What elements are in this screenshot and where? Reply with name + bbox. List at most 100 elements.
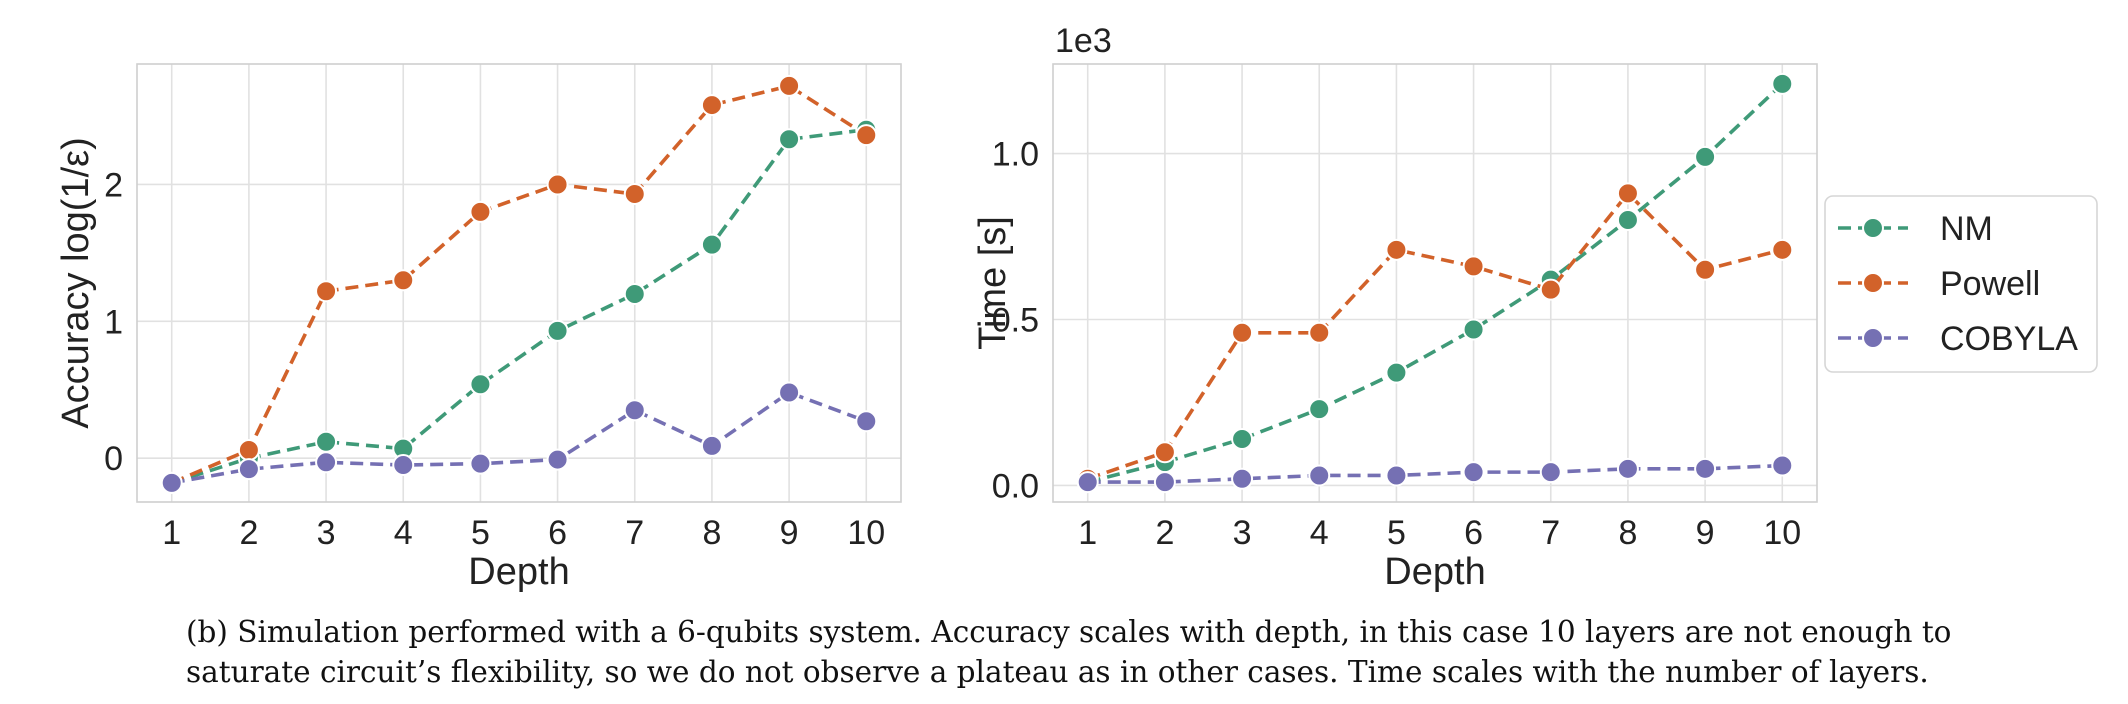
data-point-cobyla [392, 454, 415, 477]
x-tick-label: 5 [1387, 514, 1406, 552]
data-point-powell [623, 183, 646, 206]
caption-line-2: saturate circuit’s flexibility, so we do… [186, 655, 1929, 689]
data-point-cobyla [160, 471, 183, 494]
data-point-powell [700, 94, 723, 117]
data-point-cobyla [1616, 457, 1639, 480]
data-point-cobyla [237, 458, 260, 481]
series-line-powell [1087, 190, 1783, 481]
x-tick-label: 7 [625, 514, 644, 552]
y-tick-label: 0 [104, 440, 123, 478]
data-point-cobyla [1771, 454, 1794, 477]
data-point-nm [1231, 427, 1254, 450]
y-tick-label: 0.5 [992, 302, 1039, 340]
plot-frame [136, 63, 902, 503]
x-tick-label: 10 [1763, 514, 1801, 552]
data-point-powell [1616, 182, 1639, 205]
x-axis-label: Depth [1384, 551, 1485, 593]
data-point-nm [1771, 72, 1794, 95]
data-point-nm [1694, 145, 1717, 168]
data-point-nm [1308, 398, 1331, 421]
y-tick-label: 0.0 [992, 467, 1039, 505]
y-tick-label: 2 [104, 166, 123, 204]
data-point-cobyla [546, 448, 569, 471]
data-point-nm [546, 319, 569, 342]
x-axis-label: Depth [468, 551, 569, 593]
y-axis-label: Accuracy log(1/ε) [55, 137, 97, 428]
x-tick-label: 6 [1464, 514, 1483, 552]
data-point-cobyla [1539, 461, 1562, 484]
x-tick-label: 1 [1078, 514, 1097, 552]
data-point-nm [315, 430, 338, 453]
x-tick-label: 4 [394, 514, 413, 552]
figure-caption: (b) Simulation performed with a 6-qubits… [186, 612, 2026, 692]
data-point-cobyla [1462, 461, 1485, 484]
data-point-cobyla [700, 434, 723, 457]
data-point-powell [315, 280, 338, 303]
axis-offset-label: 1e3 [1055, 22, 1112, 60]
series-line-powell [171, 83, 868, 485]
legend-box [1824, 195, 2098, 373]
x-tick-label: 10 [847, 514, 885, 552]
series-line-cobyla [171, 390, 867, 485]
data-point-cobyla [1694, 457, 1717, 480]
data-point-cobyla [623, 399, 646, 422]
data-point-cobyla [1076, 471, 1099, 494]
x-tick-label: 8 [1618, 514, 1637, 552]
data-point-cobyla [855, 410, 878, 433]
x-tick-label: 1 [162, 514, 181, 552]
chart-panel-2: 1 2 3 4 5 6 7 8 9 10 0.0 0.5 1.0 Depth Time [s] 1e3 NM Po… [972, 22, 2098, 593]
legend-marker-powell [1862, 272, 1884, 294]
data-point-powell [469, 200, 492, 223]
data-point-nm [469, 373, 492, 396]
chart-panel-1: 1 2 3 4 5 6 7 8 9 10 0 1 2 Depth Accuracy log(1/ε) [55, 63, 902, 593]
x-tick-label: 2 [1155, 514, 1174, 552]
data-point-powell [1153, 441, 1176, 464]
data-point-powell [1462, 255, 1485, 278]
data-point-powell [1385, 238, 1408, 261]
data-point-cobyla [1308, 464, 1331, 487]
x-tick-label: 9 [1696, 514, 1715, 552]
data-point-cobyla [1153, 471, 1176, 494]
y-axis-label: Time [s] [972, 216, 1014, 350]
data-point-cobyla [469, 452, 492, 475]
figure: 1 2 3 4 5 6 7 8 9 10 0 1 2 Depth Accuracy log(1/ε) 1 2 3 4… [55, 22, 2098, 593]
data-point-nm [778, 128, 801, 151]
data-point-powell [778, 74, 801, 97]
data-point-cobyla [315, 451, 338, 474]
x-tick-label: 9 [780, 514, 799, 552]
data-point-cobyla [1231, 467, 1254, 490]
data-point-nm [1616, 208, 1639, 231]
data-point-powell [546, 173, 569, 196]
legend-label-cobyla: COBYLA [1940, 320, 2078, 358]
data-point-nm [700, 233, 723, 256]
legend-label-powell: Powell [1940, 265, 2040, 303]
data-point-powell [1308, 321, 1331, 344]
series-line-cobyla [1087, 463, 1783, 484]
data-point-powell [1231, 321, 1254, 344]
x-tick-label: 6 [548, 514, 567, 552]
plot-frame [1052, 63, 1818, 503]
legend-marker-nm [1862, 217, 1884, 239]
legend: NM Powell COBYLA [1824, 195, 2098, 373]
data-point-cobyla [1385, 464, 1408, 487]
x-tick-label: 8 [702, 514, 721, 552]
legend-marker-cobyla [1862, 327, 1884, 349]
data-point-powell [1694, 258, 1717, 281]
x-tick-label: 7 [1541, 514, 1560, 552]
data-point-nm [623, 282, 646, 305]
caption-line-1: (b) Simulation performed with a 6-qubits… [186, 615, 1952, 649]
data-point-cobyla [778, 381, 801, 404]
x-tick-label: 4 [1310, 514, 1329, 552]
x-tick-label: 2 [239, 514, 258, 552]
series-line-nm [171, 127, 867, 485]
data-point-powell [1539, 278, 1562, 301]
y-tick-label: 1 [104, 303, 123, 341]
data-point-powell [1771, 238, 1794, 261]
legend-label-nm: NM [1940, 210, 1993, 248]
y-tick-label: 1.0 [992, 136, 1039, 174]
x-tick-label: 3 [1233, 514, 1252, 552]
data-point-nm [1385, 361, 1408, 384]
data-point-nm [1462, 318, 1485, 341]
data-point-powell [392, 269, 415, 292]
series-line-nm [1087, 82, 1784, 484]
